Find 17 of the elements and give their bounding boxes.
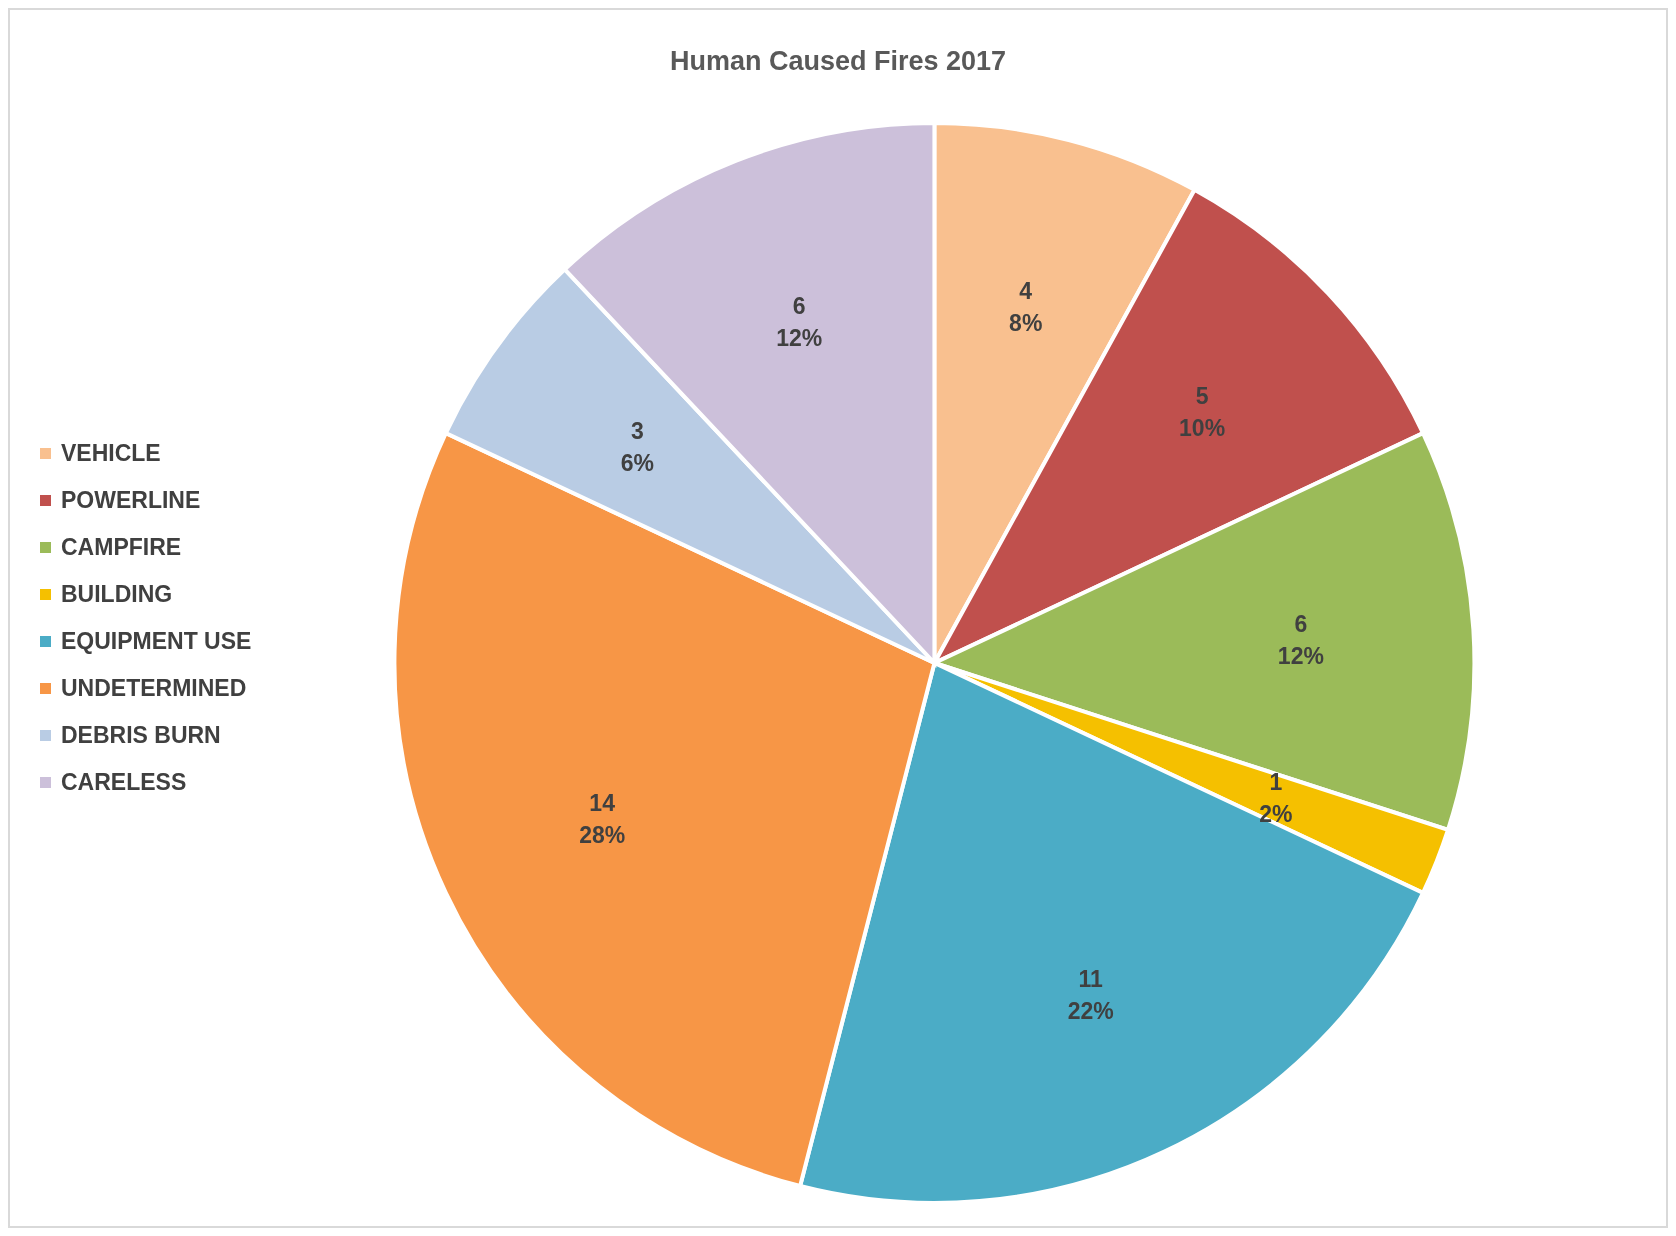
legend-label: UNDETERMINED — [61, 675, 247, 702]
data-label: 14 28% — [579, 790, 626, 849]
data-label: 3 6% — [620, 418, 654, 477]
data-label: 11 22% — [1067, 966, 1114, 1025]
legend-label: CAMPFIRE — [61, 534, 182, 561]
data-label: 6 12% — [776, 292, 823, 351]
legend-label: VEHICLE — [61, 440, 161, 467]
legend-label: CARELESS — [61, 769, 187, 796]
data-label: 1 2% — [1259, 769, 1293, 828]
legend-label: BUILDING — [61, 581, 173, 608]
legend-label: DEBRIS BURN — [61, 722, 221, 749]
chart-title: Human Caused Fires 2017 — [668, 46, 1008, 77]
data-label: 6 12% — [1277, 610, 1324, 669]
data-label: 4 8% — [1009, 278, 1043, 337]
data-label: 5 10% — [1179, 382, 1226, 441]
legend-label: POWERLINE — [61, 487, 201, 514]
legend-label: EQUIPMENT USE — [61, 628, 252, 655]
